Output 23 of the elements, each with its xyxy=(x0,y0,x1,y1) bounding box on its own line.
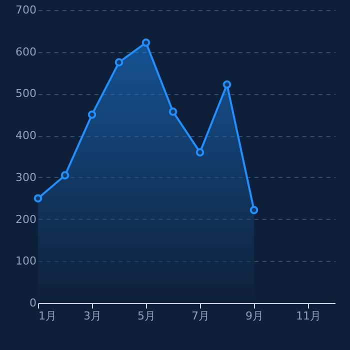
point xyxy=(196,148,204,156)
point xyxy=(60,171,70,180)
x-tick-label: 11月 xyxy=(296,310,321,322)
point xyxy=(34,194,42,203)
x-tick-label: 1月 xyxy=(38,310,56,322)
y-tick-label: 100 xyxy=(16,254,36,268)
y-tick-label: 0 xyxy=(30,296,36,310)
y-tick-label: 300 xyxy=(16,170,36,184)
y-tick-label: 400 xyxy=(16,129,36,142)
x-tick-label: 5月 xyxy=(138,310,156,322)
point xyxy=(142,38,150,47)
point xyxy=(222,80,232,89)
point xyxy=(88,110,96,119)
y-tick-label: 500 xyxy=(16,87,36,100)
x-tick-label: 3月 xyxy=(84,310,102,322)
point xyxy=(168,108,178,116)
point xyxy=(114,58,124,66)
y-tick-label: 700 xyxy=(16,4,36,16)
y-tick-label: 200 xyxy=(16,212,36,226)
x-tick-label: 9月 xyxy=(246,310,264,322)
x-tick-label: 7月 xyxy=(192,310,210,322)
y-tick-label: 600 xyxy=(16,45,36,58)
point xyxy=(250,206,258,214)
